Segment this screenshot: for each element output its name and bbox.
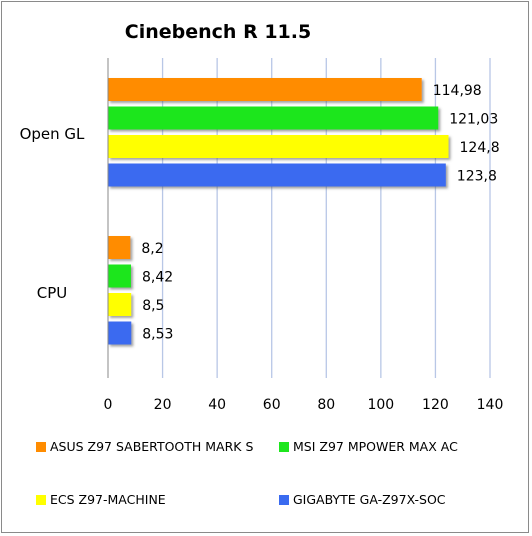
legend-label: ECS Z97-MACHINE xyxy=(50,492,166,507)
data-label: 8,42 xyxy=(142,270,173,286)
bars xyxy=(108,78,449,345)
data-label: 121,03 xyxy=(449,112,498,128)
category-label: Open GL xyxy=(20,125,85,143)
bar xyxy=(108,78,422,101)
data-label: 123,8 xyxy=(457,169,497,185)
x-tick-label: 20 xyxy=(154,397,172,413)
legend-swatch xyxy=(36,495,46,505)
chart-title: Cinebench R 11.5 xyxy=(125,21,311,43)
x-tick-label: 0 xyxy=(104,397,113,413)
x-tick-label: 40 xyxy=(208,397,226,413)
bar xyxy=(108,293,132,316)
legend-label: MSI Z97 MPOWER MAX AC xyxy=(293,439,458,454)
data-label: 8,5 xyxy=(142,298,164,314)
legend-swatch xyxy=(279,442,289,452)
x-tick-label: 80 xyxy=(317,397,335,413)
bar xyxy=(108,321,132,345)
data-label: 124,8 xyxy=(460,140,500,156)
legend-label: GIGABYTE GA-Z97X-SOC xyxy=(293,492,446,507)
x-tick-label: 140 xyxy=(477,397,504,413)
grid xyxy=(161,58,491,378)
bar xyxy=(108,236,131,259)
bar xyxy=(108,163,446,187)
legend-swatch xyxy=(36,442,46,452)
legend-swatch xyxy=(279,495,289,505)
data-label: 8,2 xyxy=(141,241,163,257)
bar xyxy=(108,106,439,130)
category-labels: Open GL CPU xyxy=(20,125,85,302)
bar xyxy=(108,264,131,288)
x-tick-label: 60 xyxy=(263,397,281,413)
x-tick-label: 100 xyxy=(367,397,394,413)
data-labels: 114,98 121,03 124,8 123,8 8,2 8,42 8,5 8,53 xyxy=(141,83,499,343)
data-label: 8,53 xyxy=(142,327,173,343)
x-axis: 0 20 40 60 80 100 120 140 xyxy=(104,58,504,413)
bar xyxy=(108,135,449,158)
legend: ASUS Z97 SABERTOOTH MARK S MSI Z97 MPOWER… xyxy=(36,439,458,507)
x-tick-label: 120 xyxy=(422,397,449,413)
legend-label: ASUS Z97 SABERTOOTH MARK S xyxy=(50,439,253,454)
category-label: CPU xyxy=(37,284,68,302)
data-label: 114,98 xyxy=(433,83,482,99)
